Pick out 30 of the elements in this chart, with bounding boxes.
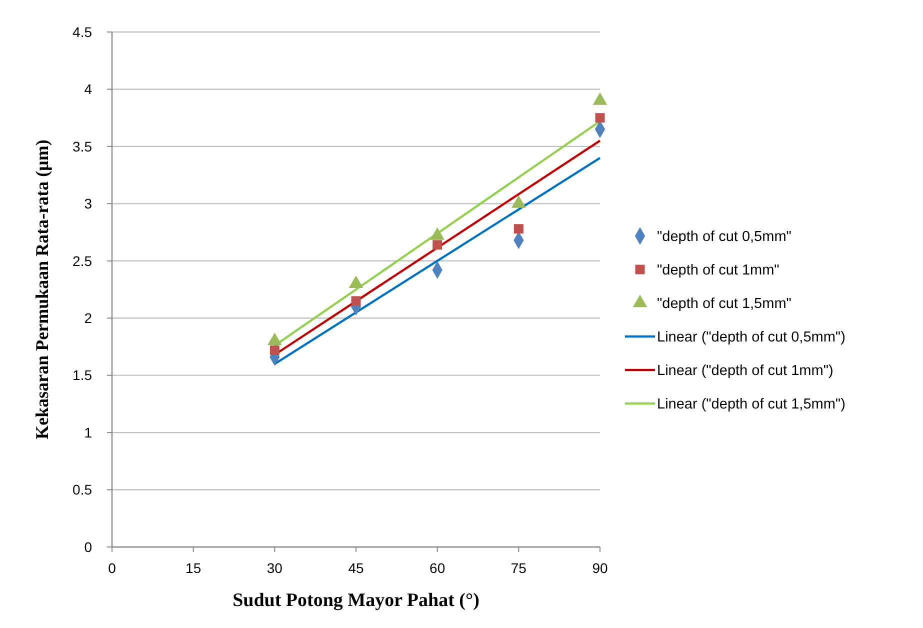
y-tick-label: 3 [84,196,92,212]
y-tick-label: 0.5 [72,482,92,498]
y-tick-label: 3.5 [72,138,92,154]
legend-label: Linear ("depth of cut 0,5mm") [657,330,846,346]
legend-label: "depth of cut 0,5mm" [657,229,792,246]
point [351,296,361,306]
x-tick-label: 60 [430,560,446,576]
y-tick-label: 1.5 [72,367,92,384]
point [432,240,442,250]
y-axis-title: Kekasaran Permukaan Rata-rata (μm) [32,140,52,440]
x-tick-label: 90 [592,560,608,576]
legend-label: Linear ("depth of cut 1,5mm") [657,396,846,413]
x-tick-label: 30 [266,560,283,576]
point [514,224,524,234]
legend-label: "depth of cut 1,5mm" [657,296,792,312]
y-tick-label: 2 [84,310,92,326]
x-tick-label: 15 [186,560,202,576]
x-axis-title: Sudut Potong Mayor Pahat (°) [232,590,480,611]
x-tick-label: 75 [510,560,527,576]
y-tick-label: 1 [84,424,92,440]
legend-label: Linear ("depth of cut 1mm") [657,363,834,380]
x-tick-label: 45 [348,560,364,576]
x-tick-label: 0 [108,560,116,576]
y-tick-label: 2.5 [72,252,92,269]
y-tick-label: 4.5 [72,24,92,40]
y-tick-label: 0 [84,538,92,555]
point [595,113,605,123]
point [270,345,280,355]
y-tick-label: 4 [84,81,92,98]
legend-label: "depth of cut 1mm" [657,262,780,279]
